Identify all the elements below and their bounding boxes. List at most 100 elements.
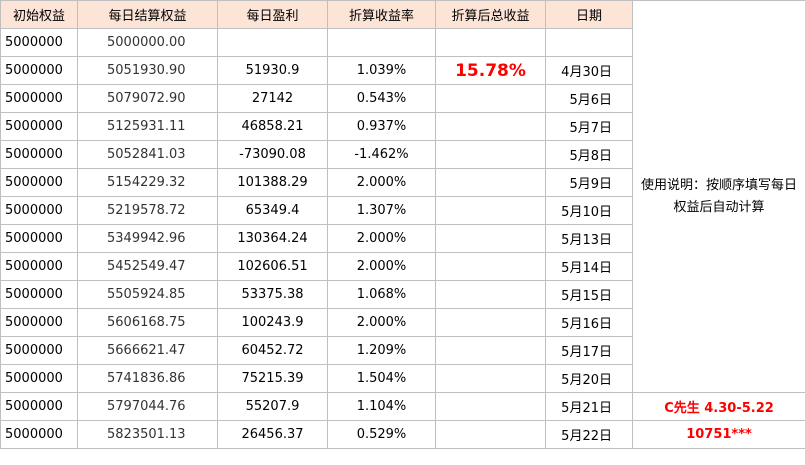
equity-cell: 5797044.76 xyxy=(77,392,218,421)
equity-cell: 5125931.11 xyxy=(77,112,218,141)
row: 5000000 5797044.76 55207.9 1.104% 5月21日 C先生 4… xyxy=(0,392,805,421)
row: 5000000 5219578.72 65349.4 1.307% 5月10日 xyxy=(0,196,805,225)
date-cell: 5月8日 xyxy=(545,140,633,169)
initial-cell: 5000000 xyxy=(0,420,78,449)
profit-cell: 65349.4 xyxy=(217,196,328,225)
date-cell: 5月20日 xyxy=(545,364,633,393)
date-cell: 5月13日 xyxy=(545,224,633,253)
profit-cell: 26456.37 xyxy=(217,420,328,449)
initial-cell: 5000000 xyxy=(0,224,78,253)
row: 5000000 5000000.00 xyxy=(0,28,805,57)
row: 初始权益 每日结算权益 每日盈利 折算收益率 折算后总收益 日期 使用说明：按顺序填写每日权… xyxy=(0,0,805,393)
profit-cell: 27142 xyxy=(217,84,328,113)
row: 5000000 5349942.96 130364.24 2.000% 5月13日 xyxy=(0,224,805,253)
rate-cell xyxy=(327,28,436,57)
footer-cell: 10751*** xyxy=(632,420,805,449)
total-cell xyxy=(435,280,546,309)
profit-cell: 46858.21 xyxy=(217,112,328,141)
rate-cell: 2.000% xyxy=(327,224,436,253)
date-cell: 5月17日 xyxy=(545,336,633,365)
total-cell xyxy=(435,336,546,365)
rate-cell: -1.462% xyxy=(327,140,436,169)
initial-cell: 5000000 xyxy=(0,196,78,225)
initial-cell: 5000000 xyxy=(0,56,78,85)
rate-cell: 2.000% xyxy=(327,308,436,337)
total-cell xyxy=(435,168,546,197)
total-cell xyxy=(435,84,546,113)
rate-cell: 0.529% xyxy=(327,420,436,449)
profit-cell: 60452.72 xyxy=(217,336,328,365)
rate-cell: 2.000% xyxy=(327,168,436,197)
footer-cell: C先生 4.30-5.22 xyxy=(632,392,805,421)
row: 5000000 5125931.11 46858.21 0.937% 5月7日 xyxy=(0,112,805,141)
date-cell: 5月10日 xyxy=(545,196,633,225)
total-cell xyxy=(435,28,546,57)
rate-cell: 1.104% xyxy=(327,392,436,421)
total-cell xyxy=(435,420,546,449)
equity-cell: 5666621.47 xyxy=(77,336,218,365)
profit-cell: 75215.39 xyxy=(217,364,328,393)
equity-cell: 5505924.85 xyxy=(77,280,218,309)
initial-cell: 5000000 xyxy=(0,28,78,57)
total-cell xyxy=(435,364,546,393)
header-cell: 每日盈利 xyxy=(217,0,328,29)
date-cell: 5月14日 xyxy=(545,252,633,281)
row: 5000000 5666621.47 60452.72 1.209% 5月17日 xyxy=(0,336,805,365)
equity-cell: 5606168.75 xyxy=(77,308,218,337)
profit-cell: 100243.9 xyxy=(217,308,328,337)
date-cell: 5月21日 xyxy=(545,392,633,421)
profit-cell: 55207.9 xyxy=(217,392,328,421)
rate-cell: 1.039% xyxy=(327,56,436,85)
profit-cell: -73090.08 xyxy=(217,140,328,169)
date-cell: 5月15日 xyxy=(545,280,633,309)
row: 5000000 5741836.86 75215.39 1.504% 5月20日 xyxy=(0,364,805,393)
total-cell xyxy=(435,308,546,337)
equity-cell: 5452549.47 xyxy=(77,252,218,281)
rate-cell: 0.937% xyxy=(327,112,436,141)
total-cell xyxy=(435,252,546,281)
initial-cell: 5000000 xyxy=(0,84,78,113)
initial-cell: 5000000 xyxy=(0,112,78,141)
total-cell xyxy=(435,224,546,253)
initial-cell: 5000000 xyxy=(0,140,78,169)
rate-cell: 1.504% xyxy=(327,364,436,393)
equity-cell: 5079072.90 xyxy=(77,84,218,113)
initial-cell: 5000000 xyxy=(0,168,78,197)
initial-cell: 5000000 xyxy=(0,392,78,421)
header-cell: 折算收益率 xyxy=(327,0,436,29)
rate-cell: 1.068% xyxy=(327,280,436,309)
initial-cell: 5000000 xyxy=(0,280,78,309)
date-cell: 5月9日 xyxy=(545,168,633,197)
rate-cell: 1.307% xyxy=(327,196,436,225)
rate-cell: 2.000% xyxy=(327,252,436,281)
table-body: 初始权益 每日结算权益 每日盈利 折算收益率 折算后总收益 日期 使用说明：按顺序填写每日权… xyxy=(0,0,805,449)
equity-cell: 5000000.00 xyxy=(77,28,218,57)
note: 使用说明：按顺序填写每日权益后自动计算 xyxy=(632,0,805,393)
date-cell: 4月30日 xyxy=(545,56,633,85)
profit-cell: 102606.51 xyxy=(217,252,328,281)
date-cell: 5月22日 xyxy=(545,420,633,449)
rate-cell: 0.543% xyxy=(327,84,436,113)
profit-cell: 53375.38 xyxy=(217,280,328,309)
equity-cell: 5741836.86 xyxy=(77,364,218,393)
equity-cell: 5051930.90 xyxy=(77,56,218,85)
total-cell xyxy=(435,112,546,141)
header-cell: 日期 xyxy=(545,0,633,29)
profit-cell: 130364.24 xyxy=(217,224,328,253)
initial-cell: 5000000 xyxy=(0,308,78,337)
total-cell xyxy=(435,196,546,225)
total-cell xyxy=(435,140,546,169)
date-cell xyxy=(545,28,633,57)
equity-cell: 5154229.32 xyxy=(77,168,218,197)
total-cell xyxy=(435,392,546,421)
header-cell: 折算后总收益 xyxy=(435,0,546,29)
equity-cell: 5823501.13 xyxy=(77,420,218,449)
rate-cell: 1.209% xyxy=(327,336,436,365)
header-cell: 每日结算权益 xyxy=(77,0,218,29)
profit-cell: 101388.29 xyxy=(217,168,328,197)
date-cell: 5月16日 xyxy=(545,308,633,337)
date-cell: 5月6日 xyxy=(545,84,633,113)
profit-cell: 51930.9 xyxy=(217,56,328,85)
initial-cell: 5000000 xyxy=(0,252,78,281)
equity-cell: 5052841.03 xyxy=(77,140,218,169)
